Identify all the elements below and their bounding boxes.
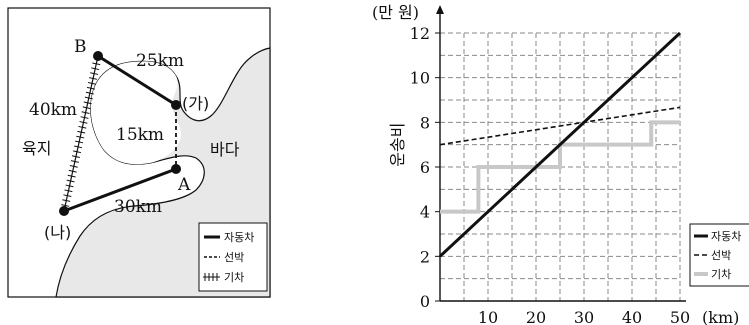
rail-tick xyxy=(75,140,84,144)
x-axis-unit: (km) xyxy=(702,308,739,325)
dist-ga-a: 15km xyxy=(116,125,164,145)
x-tick-label: 30 xyxy=(574,308,594,325)
label-ga: (가) xyxy=(182,94,209,113)
label-na: (나) xyxy=(44,223,71,242)
y-tick-label: 12 xyxy=(410,24,430,43)
series-ship xyxy=(439,106,681,146)
label-b: B xyxy=(74,37,87,57)
x-tick-label: 10 xyxy=(478,308,498,325)
point-a xyxy=(171,164,181,174)
legend-ship-label: 선박 xyxy=(224,251,244,264)
point-b xyxy=(93,51,103,61)
y-tick-label: 0 xyxy=(420,292,430,311)
y-tick-label: 2 xyxy=(420,247,430,266)
y-tick-label: 4 xyxy=(420,203,430,222)
rail-tick xyxy=(67,174,76,178)
x-tick-label: 50 xyxy=(670,308,690,325)
rail-tick xyxy=(70,160,79,163)
rail-tick xyxy=(77,130,86,134)
legend-rail-symbol xyxy=(203,273,220,281)
dist-b-ga: 25km xyxy=(136,51,184,71)
rail-tick xyxy=(85,91,94,95)
series-train xyxy=(440,120,680,214)
rail-tick xyxy=(89,77,98,80)
rail-tick xyxy=(82,106,91,110)
rail-tick xyxy=(64,189,73,193)
rail-tick xyxy=(71,155,80,158)
inner-land xyxy=(90,61,181,165)
legend-rail-label: 기차 xyxy=(224,271,244,284)
rail-tick xyxy=(81,111,90,114)
y-axis-arrow xyxy=(436,5,444,14)
chart-legend-train-label: 기차 xyxy=(711,268,731,281)
rail-tick xyxy=(72,150,82,154)
chart-legend-car-label: 자동차 xyxy=(711,230,741,243)
rail-tick xyxy=(78,125,87,129)
rail-tick xyxy=(90,72,99,75)
dist-a-na: 30km xyxy=(114,197,162,217)
y-axis-label: 운송비 xyxy=(388,123,407,167)
point-ga xyxy=(171,100,181,110)
x-tick-label: 40 xyxy=(622,308,642,325)
y-tick-label: 8 xyxy=(420,113,430,132)
y-axis-unit: (만 원) xyxy=(372,3,419,22)
rail-tick xyxy=(62,199,71,202)
rail-tick xyxy=(61,204,70,207)
rail-tick xyxy=(79,121,88,124)
route-b-ga xyxy=(97,54,177,107)
region-sea: 바다 xyxy=(210,140,240,159)
y-tick-label: 10 xyxy=(410,69,430,88)
rail-tick xyxy=(63,194,72,198)
dist-b-na: 40km xyxy=(29,100,77,120)
rail-tick xyxy=(83,101,92,105)
rail-tick xyxy=(68,169,77,173)
y-tick-label: 6 xyxy=(420,158,430,177)
rail-tick xyxy=(66,179,75,183)
map-panel: B (가) A (나) 25km 40km 15km 30km 육지 바다 자동… xyxy=(7,7,271,298)
point-na xyxy=(59,206,69,216)
map-legend: 자동차 선박 기차 xyxy=(198,222,268,292)
rail-tick xyxy=(80,116,89,119)
rail-tick xyxy=(87,82,97,85)
rail-tick xyxy=(65,184,74,188)
x-tick-label: 20 xyxy=(526,308,546,325)
label-a: A xyxy=(177,175,191,195)
legend-car-label: 자동차 xyxy=(224,231,254,244)
rail-tick xyxy=(76,135,85,139)
rail-tick xyxy=(69,165,78,168)
rail-tick xyxy=(74,145,83,149)
route-a-na xyxy=(63,167,177,213)
rail-tick xyxy=(92,62,101,66)
rail-tick xyxy=(91,67,100,71)
rail-tick xyxy=(84,96,93,100)
route-b-na-rail xyxy=(61,55,101,212)
region-land: 육지 xyxy=(22,139,51,158)
series-car xyxy=(438,31,682,258)
rail-tick xyxy=(86,86,95,90)
chart-legend-ship-label: 선박 xyxy=(711,249,731,262)
